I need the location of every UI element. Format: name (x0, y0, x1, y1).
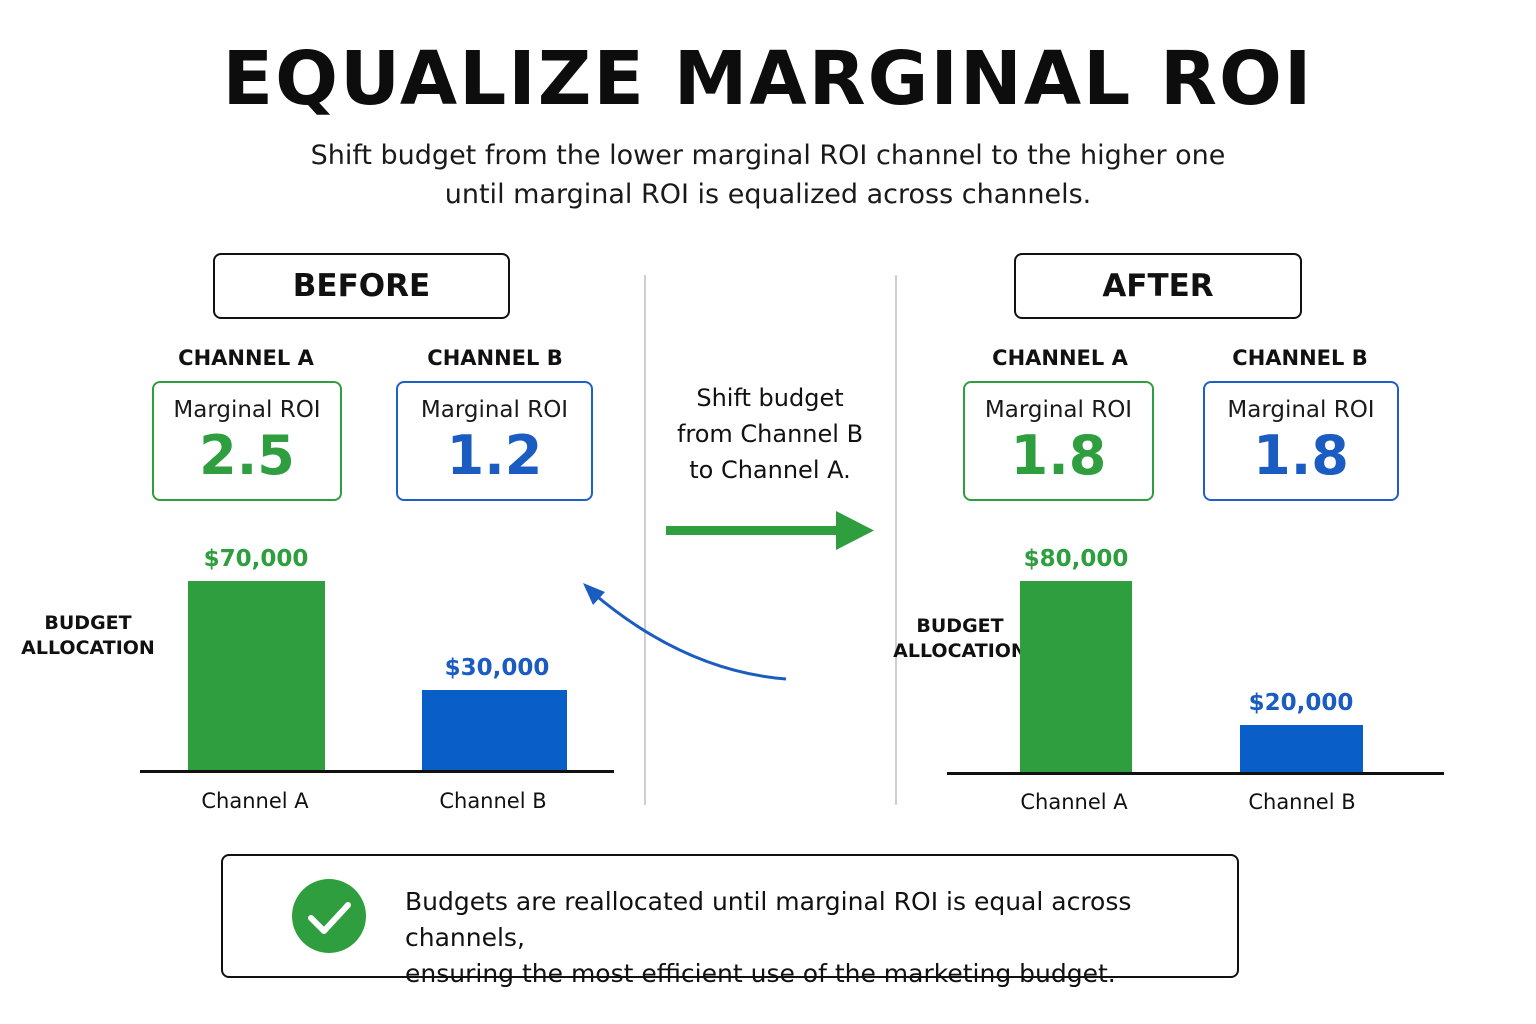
page-title: EQUALIZE MARGINAL ROI (222, 36, 1314, 122)
after-channel-b-bar (1240, 725, 1363, 773)
after-category-a: Channel A (1020, 790, 1128, 814)
before-baseline (140, 770, 614, 773)
after-channel-a-roi-card: Marginal ROI 1.8 (963, 381, 1154, 501)
before-channel-b-header: CHANNEL B (427, 346, 563, 370)
divider-right (895, 275, 897, 805)
after-channel-b-budget: $20,000 (1248, 690, 1354, 716)
divider-left (644, 275, 646, 805)
roi-value: 1.8 (1010, 424, 1107, 487)
axis-label-line-1: BUDGET (916, 615, 1004, 637)
axis-label-line-2: ALLOCATION (893, 640, 1027, 662)
after-channel-a-budget: $80,000 (1023, 546, 1129, 572)
before-label: BEFORE (213, 253, 510, 319)
roi-label: Marginal ROI (1227, 397, 1375, 423)
roi-value: 1.8 (1253, 424, 1349, 487)
before-channel-a-budget: $70,000 (203, 546, 309, 572)
transition-line-1: Shift budget (696, 384, 844, 412)
before-channel-b-bar (422, 690, 567, 771)
check-circle-icon (292, 879, 366, 953)
arrow-right-icon (666, 511, 874, 550)
after-category-b: Channel B (1248, 790, 1356, 814)
conclusion-note: Budgets are reallocated until marginal R… (221, 854, 1239, 988)
before-channel-a-header: CHANNEL A (178, 346, 314, 370)
after-channel-a-bar (1020, 581, 1132, 773)
axis-label-line-1: BUDGET (44, 612, 132, 634)
subtitle-line-1: Shift budget from the lower marginal ROI… (310, 140, 1226, 171)
subtitle-line-2: until marginal ROI is equalized across c… (444, 179, 1092, 210)
before-channel-b-roi-card: Marginal ROI 1.2 (396, 381, 593, 501)
transition-line-3: to Channel A. (689, 456, 851, 484)
roi-label: Marginal ROI (984, 397, 1133, 423)
roi-label: Marginal ROI (173, 397, 321, 423)
axis-label-line-2: ALLOCATION (21, 637, 155, 659)
note-line-1: Budgets are reallocated until marginal R… (405, 887, 1132, 952)
roi-label: Marginal ROI (420, 397, 569, 423)
transition-text: Shift budget from Channel B to Channel A… (660, 380, 880, 488)
after-baseline (947, 772, 1444, 775)
after-channel-b-header: CHANNEL B (1232, 346, 1368, 370)
after-channel-b-roi-card: Marginal ROI 1.8 (1203, 381, 1399, 501)
roi-value: 1.2 (446, 424, 543, 487)
after-channel-a-header: CHANNEL A (992, 346, 1128, 370)
after-label: AFTER (1014, 253, 1302, 319)
note-text: Budgets are reallocated until marginal R… (405, 884, 1225, 992)
before-axis-label: BUDGET ALLOCATION (18, 611, 158, 661)
before-channel-b-budget: $30,000 (444, 655, 550, 681)
before-channel-a-roi-card: Marginal ROI 2.5 (152, 381, 342, 501)
before-category-a: Channel A (201, 789, 309, 813)
roi-value: 2.5 (199, 424, 295, 487)
before-category-b: Channel B (439, 789, 547, 813)
curved-arrow-icon (583, 583, 787, 681)
after-axis-label: BUDGET ALLOCATION (890, 614, 1030, 664)
transition-line-2: from Channel B (676, 420, 864, 448)
note-line-2: ensuring the most efficient use of the m… (405, 959, 1116, 988)
before-channel-a-bar (188, 581, 325, 771)
